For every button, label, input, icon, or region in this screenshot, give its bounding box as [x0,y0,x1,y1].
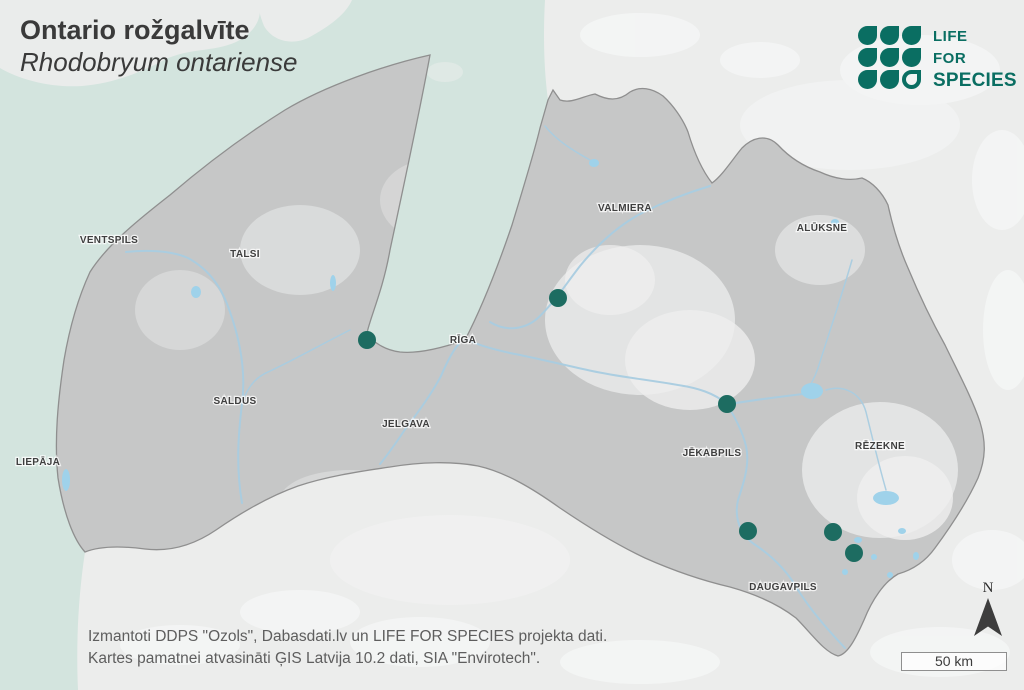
logo-drop-icon [880,70,899,89]
title-block: Ontario rožgalvīte Rhodobryum ontariense [20,14,298,79]
north-label: N [982,580,994,596]
city-label-daugavpils: DAUGAVPILS [749,582,817,593]
occurrence-dot [718,395,736,413]
city-label-saldus: SALDUS [214,396,257,407]
river-daugava [467,339,846,649]
occurrence-dot [845,544,863,562]
logo-text: LIFE FOR SPECIES [933,26,1017,92]
river-aiviekste [729,393,804,405]
neighbor-terrain-patches [120,13,1024,684]
occurrence-dot [549,289,567,307]
logo-word-life: LIFE [933,28,968,45]
logo-drop-icon [858,26,877,45]
species-scientific-name: Rhodobryum ontariense [20,47,298,77]
credits-line-1: Izmantoti DDPS "Ozols", Dabasdati.lv un … [88,628,608,645]
scale-bar-label: 50 km [934,653,974,669]
logo-drop-icon [880,48,899,67]
occurrence-dot [739,522,757,540]
river-venta [125,249,245,504]
city-label-rīga: RĪGA [450,334,476,346]
city-label-ventspils: VENTSPILS [80,235,138,246]
city-label-valmiera: VALMIERA [598,203,652,214]
river-rezekne [825,387,887,491]
north-arrow-icon [974,598,1002,636]
logo-drop-icon [858,70,877,89]
logo-word-for: FOR [933,50,967,67]
river-abava [241,329,351,405]
sea [0,0,548,690]
city-label-jelgava: JELGAVA [382,419,430,430]
city-label-alūksne: ALŪKSNE [797,222,847,234]
scale-bar: 50 km [901,652,1007,671]
city-label-talsi: TALSI [230,249,260,260]
lakes [62,159,919,578]
river-gauja [489,185,711,330]
city-label-jēkabpils: JĒKABPILS [683,447,742,459]
river-salaca [544,125,591,161]
logo-drops-icon [858,26,921,92]
logo-word-species: SPECIES [933,70,1017,91]
city-label-liepāja: LIEPĀJA [16,456,60,468]
river-lielupe [379,343,460,465]
logo-drop-ring-icon [902,70,921,89]
occurrence-dot [824,523,842,541]
estonian-islands [0,0,463,87]
north-arrow: N [971,580,1005,643]
life-for-species-logo: LIFE FOR SPECIES [858,26,1017,92]
occurrence-layer [358,289,863,562]
city-labels-layer: VENTSPILS TALSI VALMIERA ALŪKSNE RĪGA SALDUS J… [15,202,906,595]
credits-line-2: Kartes pamatnei atvasināti ĢIS Latvija 1… [88,650,541,667]
rivers [125,125,887,649]
logo-drop-icon [902,26,921,45]
logo-drop-icon [858,48,877,67]
occurrence-dot [358,331,376,349]
data-credits: Izmantoti DDPS "Ozols", Dabasdati.lv un … [88,626,607,670]
species-common-name: Ontario rožgalvīte [20,15,250,45]
logo-drop-icon [880,26,899,45]
logo-drop-icon [902,48,921,67]
city-label-rēzekne: RĒZEKNE [855,440,905,452]
